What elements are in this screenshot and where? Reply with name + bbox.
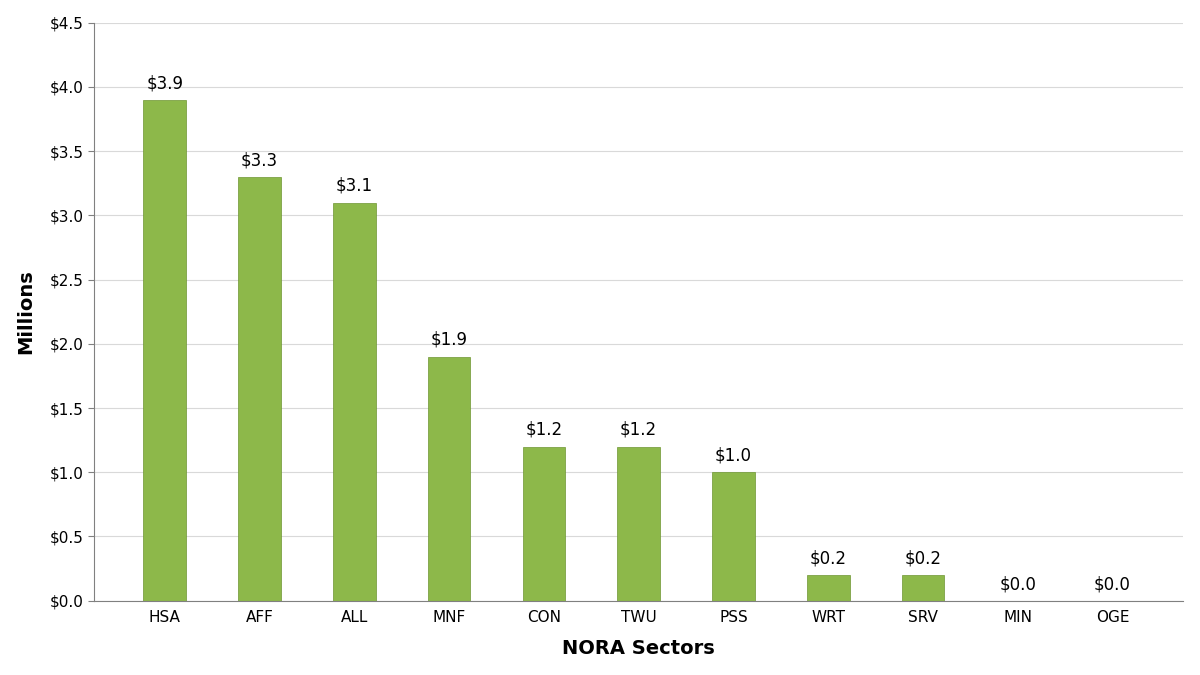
Y-axis label: Millions: Millions: [17, 269, 36, 354]
X-axis label: NORA Sectors: NORA Sectors: [563, 639, 715, 658]
Text: $1.9: $1.9: [431, 331, 468, 349]
Bar: [144, 100, 186, 601]
Text: $3.1: $3.1: [336, 177, 373, 195]
Text: $3.3: $3.3: [241, 151, 278, 169]
Bar: [239, 177, 281, 601]
Text: $1.2: $1.2: [620, 421, 658, 439]
Text: $3.9: $3.9: [146, 74, 184, 92]
Bar: [522, 447, 565, 601]
Bar: [901, 575, 944, 601]
Text: $0.2: $0.2: [905, 549, 942, 567]
Text: $1.0: $1.0: [715, 447, 752, 464]
Text: $0.0: $0.0: [1000, 575, 1036, 593]
Bar: [712, 472, 755, 601]
Text: $1.2: $1.2: [526, 421, 563, 439]
Bar: [334, 202, 376, 601]
Bar: [617, 447, 660, 601]
Text: $0.2: $0.2: [810, 549, 847, 567]
Bar: [427, 356, 470, 601]
Bar: [806, 575, 850, 601]
Text: $0.0: $0.0: [1094, 575, 1130, 593]
